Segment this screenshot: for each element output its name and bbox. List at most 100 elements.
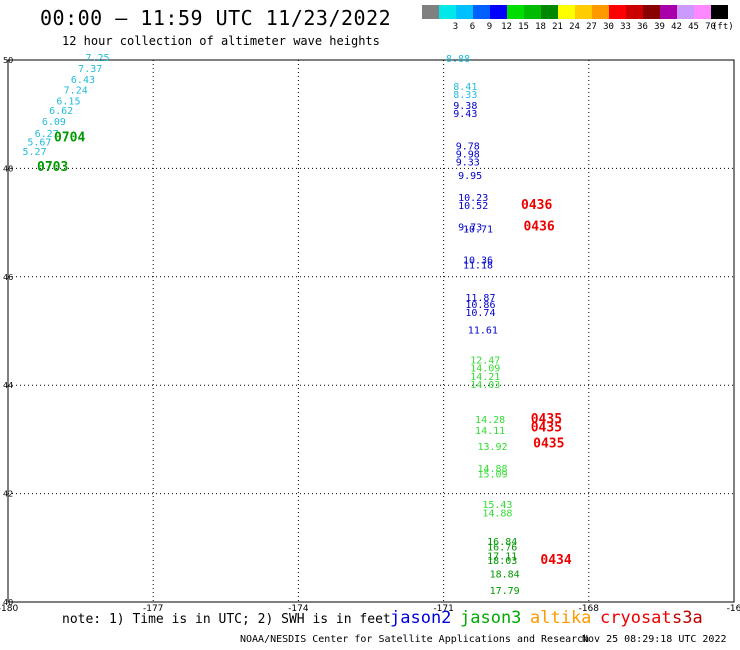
scale-swatch <box>660 5 677 19</box>
y-tick-label: 40 <box>3 598 13 607</box>
wave-height-label: 9.78 <box>456 141 480 152</box>
y-tick-label: 50 <box>3 56 13 65</box>
wave-height-label: 13.92 <box>477 442 507 453</box>
scale-label: 27 <box>586 22 597 32</box>
wave-height-label: 9.98 <box>456 150 480 161</box>
pass-time-label: 0435 <box>533 437 564 452</box>
scale-swatch <box>592 5 609 19</box>
scale-label: 42 <box>671 22 682 32</box>
wave-height-label: 11.18 <box>463 261 493 272</box>
x-tick-label: -168 <box>579 604 600 614</box>
scale-swatch <box>541 5 558 19</box>
x-tick-label: -171 <box>433 604 453 614</box>
scale-label: 39 <box>654 22 665 32</box>
wave-height-label: 6.62 <box>49 106 73 117</box>
pass-time-label: 0435 <box>531 420 562 435</box>
y-tick-label: 46 <box>3 273 13 282</box>
wave-height-label: 14.03 <box>470 380 500 391</box>
wave-height-label: 14.88 <box>477 464 507 475</box>
scale-unit: (ft) <box>712 22 734 32</box>
wave-height-label: 18.84 <box>490 570 520 581</box>
credit-line: NOAA/NESDIS Center for Satellite Applica… <box>240 634 590 645</box>
wave-height-label: 10.36 <box>463 255 493 266</box>
wave-height-label: 5.27 <box>23 147 47 158</box>
satellite-legend-cryosat: cryosat <box>600 608 672 628</box>
wave-height-label: 11.61 <box>468 326 498 337</box>
scale-label: 30 <box>603 22 614 32</box>
wave-height-label: 8.41 <box>453 82 477 93</box>
pass-time-label: 0704 <box>54 130 85 145</box>
wave-height-label: 17.79 <box>490 586 520 597</box>
chart-title: 00:00 – 11:59 UTC 11/23/2022 <box>40 6 392 30</box>
pass-time-label: 0434 <box>540 553 571 568</box>
wave-height-label: 9.43 <box>453 109 477 120</box>
wave-height-label: 8.88 <box>446 54 470 65</box>
scale-label: 15 <box>518 22 529 32</box>
scale-swatch <box>422 5 439 19</box>
wave-height-label: 14.21 <box>470 372 500 383</box>
scale-swatch <box>439 5 456 19</box>
wave-height-label: 14.88 <box>482 508 512 519</box>
satellite-legend-jason2: jason2 <box>390 608 452 628</box>
chart-subtitle: 12 hour collection of altimeter wave hei… <box>62 34 380 48</box>
y-tick-label: 48 <box>3 164 13 173</box>
wave-height-label: 16.84 <box>487 537 517 548</box>
pass-time-label: 0436 <box>521 198 552 213</box>
wave-height-label: 8.33 <box>453 90 477 101</box>
satellite-legend-jason3: jason3 <box>460 608 522 628</box>
scale-swatch <box>677 5 694 19</box>
scale-label: 45 <box>688 22 699 32</box>
plot-frame <box>7 59 735 603</box>
wave-height-label: 10.52 <box>458 201 488 212</box>
pass-time-label: 0436 <box>523 220 554 235</box>
scale-swatch <box>626 5 643 19</box>
wave-height-label: 9.33 <box>456 158 480 169</box>
wave-height-label: 18.03 <box>487 556 517 567</box>
scale-label: 70 <box>705 22 716 32</box>
scale-swatch <box>473 5 490 19</box>
wave-height-label: 5.67 <box>27 138 51 149</box>
wave-height-label: 14.11 <box>475 426 505 437</box>
scale-label: 9 <box>486 22 493 32</box>
scale-label: 12 <box>501 22 512 32</box>
wave-height-label: 9.95 <box>458 171 482 182</box>
wave-height-label: 10.71 <box>463 224 493 235</box>
wave-height-label: 14.28 <box>475 415 505 426</box>
footer-note: note: 1) Time is in UTC; 2) SWH is in fe… <box>62 612 391 627</box>
scale-label: 21 <box>552 22 563 32</box>
wave-height-label: 11.87 <box>465 293 495 304</box>
wave-height-label: 7.25 <box>85 53 109 64</box>
wave-height-label: 16.76 <box>487 543 517 554</box>
scale-swatch <box>490 5 507 19</box>
generation-timestamp: Nov 25 08:29:18 UTC 2022 <box>582 634 727 645</box>
x-tick-label: -180 <box>0 604 18 614</box>
scale-swatch <box>524 5 541 19</box>
x-tick-label: -16 <box>727 604 740 614</box>
scale-label: 36 <box>637 22 648 32</box>
wave-height-label: 12.47 <box>470 356 500 367</box>
wave-height-label: 6.09 <box>42 117 66 128</box>
wave-height-label: 9.38 <box>453 101 477 112</box>
pass-time-label: 0435 <box>531 412 562 427</box>
scale-swatch <box>643 5 660 19</box>
color-scale-legend: 3 6 9 12 15 18 21 24 27 30 33 36 39 42 45 70 (ft) <box>422 5 734 33</box>
wave-height-label: 9.73 <box>458 223 482 234</box>
wave-height-label: 15.09 <box>477 469 507 480</box>
scale-label: 33 <box>620 22 631 32</box>
satellite-legend-s3a: s3a <box>672 608 703 628</box>
wave-height-label: 10.86 <box>465 300 495 311</box>
wave-height-label: 14.09 <box>470 364 500 375</box>
wave-height-label: 10.23 <box>458 193 488 204</box>
scale-swatch <box>694 5 711 19</box>
x-tick-label: -174 <box>288 604 309 614</box>
y-tick-label: 44 <box>3 381 13 390</box>
wave-height-label: 7.37 <box>78 64 102 75</box>
scale-swatch <box>575 5 592 19</box>
wave-height-label: 6.43 <box>71 75 95 86</box>
x-tick-label: -177 <box>143 604 163 614</box>
scale-swatch <box>711 5 728 19</box>
scale-swatch <box>609 5 626 19</box>
satellite-legend-altika: altika <box>530 608 592 628</box>
wave-height-label: 15.43 <box>482 500 512 511</box>
